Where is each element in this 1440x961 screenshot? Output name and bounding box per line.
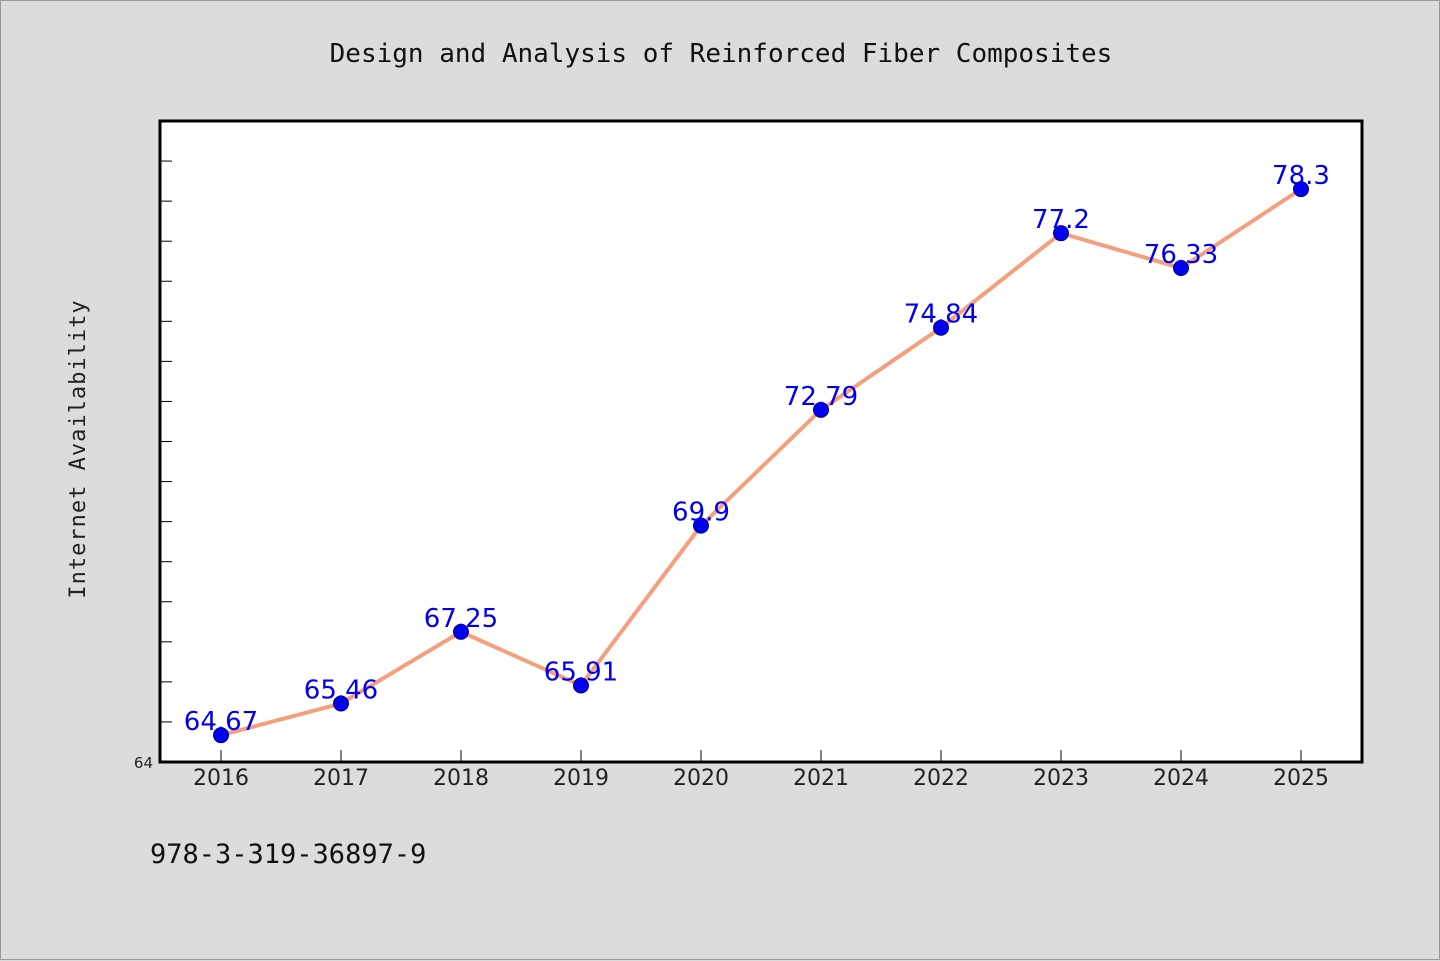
data-point <box>693 517 709 534</box>
data-label: 65.46 <box>304 676 378 706</box>
data-point <box>213 727 229 744</box>
x-tick-label: 2025 <box>1273 766 1329 791</box>
data-point <box>333 695 349 712</box>
x-tick-label: 2021 <box>793 766 849 791</box>
data-point <box>1173 260 1189 277</box>
data-point <box>1293 181 1309 198</box>
data-label: 77.2 <box>1032 205 1090 235</box>
data-label: 74.84 <box>904 300 978 330</box>
data-point <box>1053 225 1069 242</box>
y-axis-label: Internet Availability <box>66 299 91 598</box>
x-axis-ticks: 2016 2017 2018 2019 2020 2021 2022 2023 2024 2025 <box>193 750 1329 791</box>
data-label: 76.33 <box>1144 240 1218 270</box>
data-point <box>573 677 589 694</box>
data-label: 69.9 <box>672 498 730 528</box>
plot-area <box>158 119 1364 764</box>
y-axis-ticks: 64 <box>134 160 172 772</box>
x-tick-label: 2023 <box>1033 766 1089 791</box>
x-tick-label: 2022 <box>913 766 969 791</box>
data-labels: 64.67 65.46 67.25 65.91 69.9 72.79 74.84 77.2 76… <box>184 161 1330 737</box>
series-line <box>219 187 1303 738</box>
chart-title: Design and Analysis of Reinforced Fiber … <box>330 39 1113 69</box>
data-label: 72.79 <box>784 382 858 412</box>
series-layer <box>213 181 1309 744</box>
data-label: 67.25 <box>424 604 498 634</box>
isbn-footer: 978-3-319-36897-9 <box>150 839 426 870</box>
data-label: 78.3 <box>1272 161 1330 191</box>
x-tick-label: 2019 <box>553 766 609 791</box>
x-tick-label: 2018 <box>433 766 489 791</box>
data-label: 65.91 <box>544 657 618 687</box>
x-tick-label: 2020 <box>673 766 729 791</box>
data-point <box>813 401 829 418</box>
x-tick-label: 2017 <box>313 766 369 791</box>
y-tick-label: 64 <box>134 754 153 772</box>
data-point <box>933 319 949 336</box>
x-tick-label: 2024 <box>1153 766 1209 791</box>
x-tick-label: 2016 <box>193 766 249 791</box>
data-label: 64.67 <box>184 707 258 737</box>
data-point <box>453 623 469 640</box>
